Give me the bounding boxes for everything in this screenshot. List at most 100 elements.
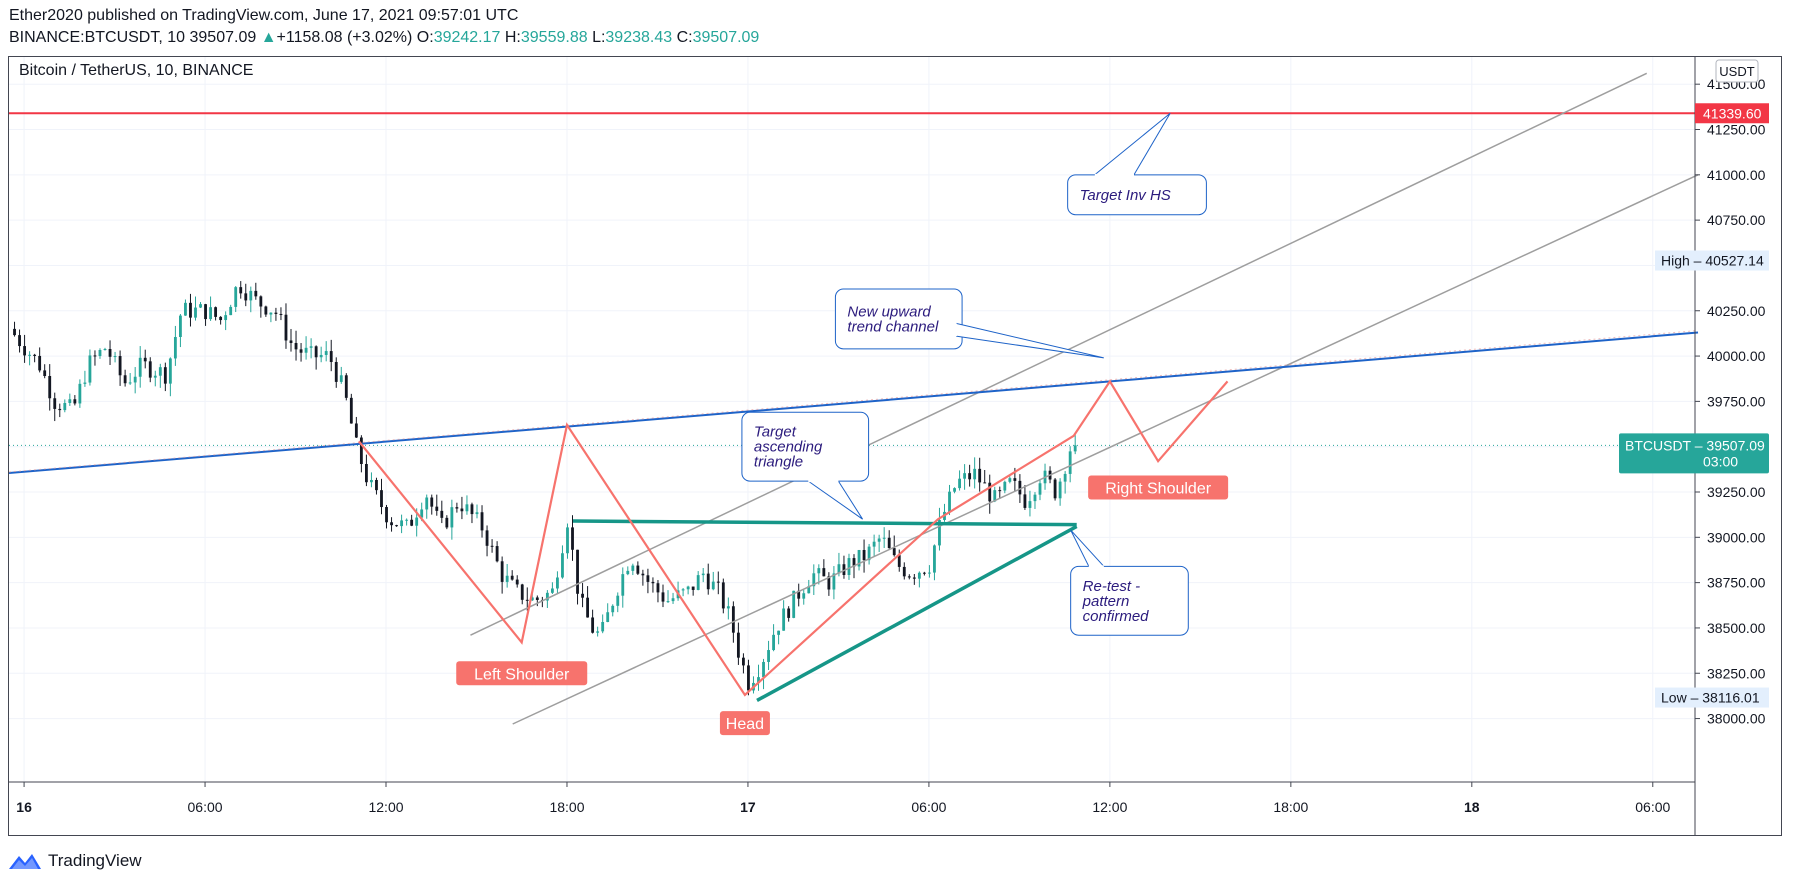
candle-body — [395, 525, 398, 527]
candle-body — [390, 522, 393, 526]
callout-box[interactable] — [1070, 565, 1189, 636]
candle-body — [339, 375, 343, 382]
candle-body — [887, 537, 891, 549]
candle-body — [646, 575, 650, 582]
candle-body — [596, 631, 600, 633]
callout-pointer — [1070, 529, 1105, 567]
trendline[interactable] — [8, 331, 1699, 474]
currency-badge — [1715, 59, 1759, 83]
candle-body — [515, 579, 519, 585]
candle-body — [968, 473, 972, 480]
time-tick-label: 06:00 — [1635, 799, 1670, 815]
candle-body — [43, 370, 47, 377]
candle-body — [827, 576, 831, 590]
candle-body — [1063, 473, 1067, 482]
candle-body — [837, 564, 841, 574]
callout-box[interactable] — [741, 411, 870, 482]
candle-body — [289, 340, 293, 343]
candle-body — [38, 355, 42, 371]
pattern-label: Head — [726, 716, 764, 733]
pattern-label-box[interactable] — [456, 661, 588, 686]
candle-body — [460, 508, 464, 512]
candle-body — [354, 423, 358, 438]
candle-body — [1008, 478, 1012, 482]
tradingview-logo-icon — [9, 854, 41, 869]
candle-body — [1023, 494, 1027, 508]
candle-body — [329, 351, 333, 363]
price-tick-label: 41000.00 — [1707, 167, 1766, 183]
candle-body — [505, 575, 509, 582]
candle-body — [219, 316, 223, 321]
candle-body — [1018, 480, 1022, 495]
candle-body — [194, 307, 197, 318]
channel-upper-line[interactable] — [470, 72, 1648, 636]
candle-body — [545, 592, 549, 601]
candle-body — [1038, 483, 1042, 495]
candle-body — [349, 397, 353, 424]
candle-body — [88, 355, 92, 383]
candle-body — [917, 572, 921, 579]
candle-body — [445, 517, 449, 528]
price-chart[interactable]: Left Shoulder Head Right Shoulder Target I… — [0, 57, 1781, 835]
candle-body — [927, 572, 931, 574]
time-tick-label: 18:00 — [1273, 799, 1308, 815]
candle-body — [465, 504, 469, 512]
candle-body — [173, 336, 177, 359]
candle-body — [701, 573, 705, 576]
candle-body — [33, 354, 37, 356]
time-tick-label: 06:00 — [188, 799, 223, 815]
target-price-label: 41339.60 — [1703, 105, 1762, 121]
candle-body — [742, 657, 745, 666]
candle-body — [726, 606, 730, 609]
candle-body — [681, 589, 685, 591]
inverse-head-shoulders[interactable] — [358, 379, 1229, 697]
candle-body — [103, 348, 107, 350]
candle-body — [420, 509, 424, 518]
callout-box[interactable] — [834, 288, 963, 350]
target-price-badge — [1695, 103, 1769, 124]
pattern-labels: Left Shoulder Head Right Shoulder — [456, 475, 1229, 736]
candle-body — [153, 375, 157, 378]
candle-body — [163, 367, 167, 384]
candle-body — [530, 597, 534, 601]
triangle-top-line[interactable] — [572, 519, 1077, 527]
price-tick-label: 39750.00 — [1707, 393, 1766, 409]
candle-body — [716, 581, 720, 583]
candle-body — [440, 510, 444, 518]
price-tick-label: 38000.00 — [1707, 711, 1766, 727]
tradingview-brand[interactable]: TradingView — [8, 851, 142, 871]
candle-body — [18, 335, 21, 347]
chart-frame[interactable]: Left Shoulder Head Right Shoulder Target I… — [0, 56, 1782, 836]
candle-body — [872, 541, 876, 547]
candle-body — [691, 586, 695, 590]
candle-body — [128, 382, 132, 384]
time-axis[interactable]: 16 06:00 12:00 18:00 17 06:00 12:00 18:00 18 06:0… — [16, 782, 1670, 815]
candle-body — [78, 383, 82, 404]
last-price-badge-label: BTCUSDT – 39507.09 — [1625, 437, 1765, 453]
candle-body — [621, 574, 625, 596]
candle-body — [1058, 481, 1062, 499]
channel-lower-line[interactable] — [512, 174, 1699, 725]
pattern-label-box[interactable] — [1088, 475, 1229, 500]
candle-body — [370, 479, 373, 483]
candle-body — [475, 512, 479, 515]
pattern-label-box[interactable] — [719, 711, 770, 736]
price-tick-label: 38750.00 — [1707, 575, 1766, 591]
triangle-bottom-line[interactable] — [756, 524, 1078, 702]
candle-body — [199, 304, 202, 308]
price-tick-label: 38500.00 — [1707, 620, 1766, 636]
candle-body — [229, 306, 233, 316]
candle-body — [209, 307, 212, 320]
time-tick-label: 12:00 — [1092, 799, 1127, 815]
callout-box[interactable] — [1067, 174, 1207, 216]
price-axis[interactable]: 38000.00 38250.00 38500.00 38750.00 39000.00… — [1619, 76, 1769, 727]
candle-body — [138, 357, 142, 377]
grid — [9, 57, 1695, 782]
publisher-line: Ether2020 published on TradingView.com, … — [9, 7, 519, 24]
candle-body — [666, 601, 670, 603]
candle-body — [364, 464, 368, 483]
candle-body — [450, 507, 454, 528]
candle-body — [148, 361, 152, 378]
ohlc-line: BINANCE:BTCUSDT, 10 39507.09 ▲+1158.08 (… — [9, 29, 759, 47]
pattern-label: Right Shoulder — [1105, 480, 1212, 497]
